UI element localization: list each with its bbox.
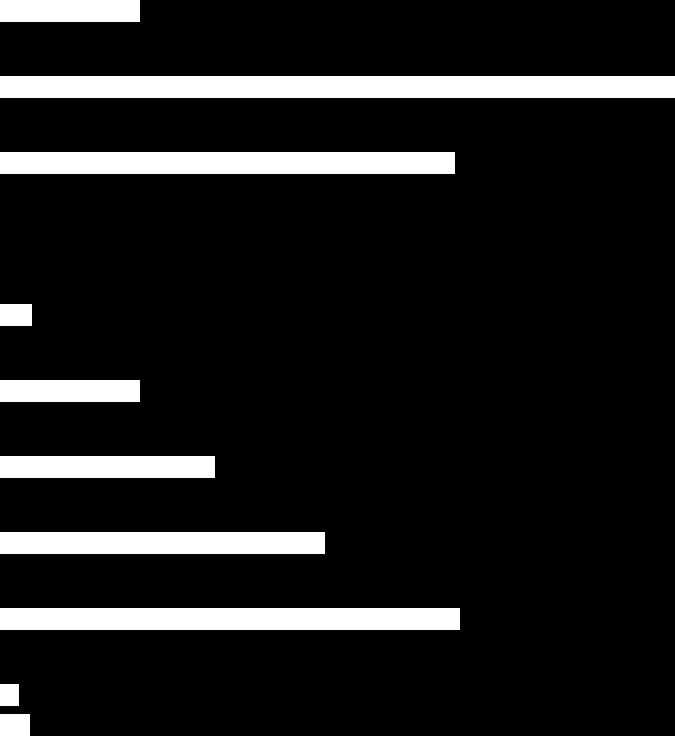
bar-3 — [0, 304, 32, 326]
bar-4 — [0, 380, 140, 402]
bar-chart — [0, 0, 675, 736]
bar-2 — [0, 152, 455, 174]
bar-6 — [0, 532, 325, 554]
bar-1 — [0, 76, 675, 98]
bar-0 — [0, 0, 140, 22]
bar-9 — [0, 714, 30, 736]
bar-7 — [0, 608, 460, 630]
bar-8 — [0, 684, 19, 706]
bar-5 — [0, 456, 215, 478]
